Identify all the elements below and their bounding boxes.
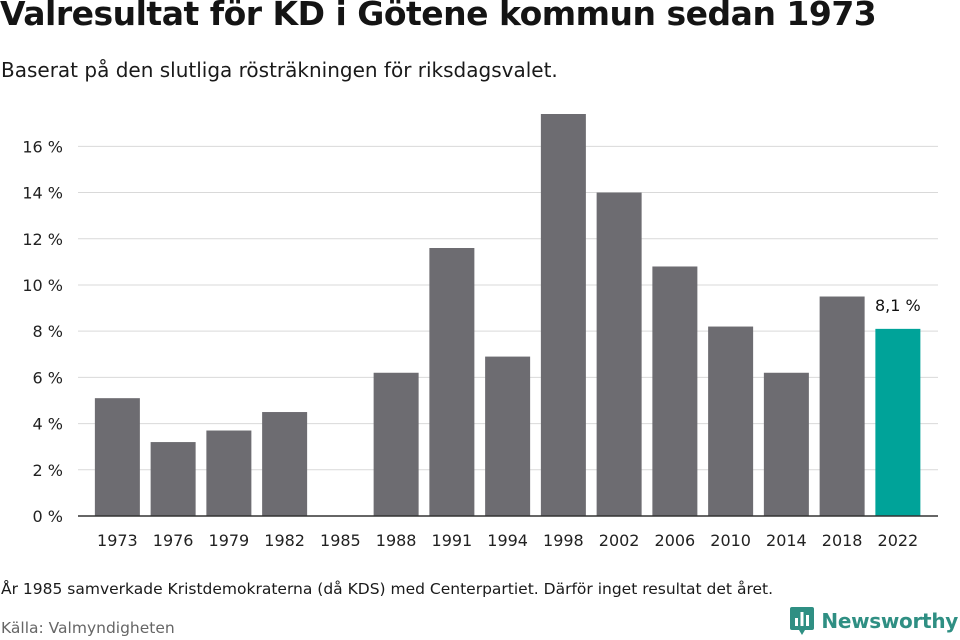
x-tick-label: 1973 xyxy=(97,531,138,550)
x-tick-label: 1994 xyxy=(487,531,528,550)
brand-logo: Newsworthy xyxy=(789,606,958,636)
x-tick-label: 2018 xyxy=(822,531,863,550)
bars xyxy=(94,114,921,516)
y-tick-label: 4 % xyxy=(33,415,63,434)
x-tick-label: 1988 xyxy=(376,531,417,550)
y-tick-label: 0 % xyxy=(33,507,63,526)
bar xyxy=(429,248,475,516)
chart-subtitle: Baserat på den slutliga rösträkningen fö… xyxy=(1,58,558,82)
bar xyxy=(485,356,531,516)
bar-highlight xyxy=(875,328,921,516)
x-tick-label: 2014 xyxy=(766,531,807,550)
y-tick-label: 10 % xyxy=(22,276,63,295)
y-axis-tick-labels: 0 % 2 % 4 % 6 % 8 % 10 % 12 % 14 % 16 % xyxy=(22,137,63,526)
chart-title: Valresultat för KD i Götene kommun sedan… xyxy=(0,0,877,33)
x-tick-label: 1982 xyxy=(264,531,305,550)
y-tick-label: 6 % xyxy=(33,368,63,387)
y-tick-label: 8 % xyxy=(33,322,63,341)
bar xyxy=(94,398,140,516)
bar xyxy=(150,442,196,516)
newsworthy-bar-logo-icon xyxy=(790,607,815,635)
x-tick-label: 2002 xyxy=(599,531,640,550)
brand-name: Newsworthy xyxy=(821,609,958,633)
y-tick-label: 2 % xyxy=(33,461,63,480)
data-label: 8,1 % xyxy=(875,296,921,315)
x-tick-label: 2022 xyxy=(878,531,919,550)
y-tick-label: 14 % xyxy=(22,184,63,203)
bar xyxy=(652,266,698,516)
x-tick-label: 1985 xyxy=(320,531,361,550)
data-annotations: 8,1 % xyxy=(875,296,921,315)
y-tick-label: 16 % xyxy=(22,137,63,156)
bar xyxy=(763,372,809,516)
x-axis-tick-labels: 1973 1976 1979 1982 1985 1988 1991 1994 1998 2002… xyxy=(97,531,918,550)
x-tick-label: 1976 xyxy=(153,531,194,550)
bar xyxy=(373,372,419,516)
bar xyxy=(206,430,252,516)
x-tick-label: 1998 xyxy=(543,531,584,550)
bar xyxy=(708,326,754,516)
x-tick-label: 2006 xyxy=(655,531,696,550)
source-credit: Källa: Valmyndigheten xyxy=(1,619,175,637)
footnote: År 1985 samverkade Kristdemokraterna (då… xyxy=(1,580,774,598)
x-tick-label: 2010 xyxy=(710,531,751,550)
bar xyxy=(819,296,865,516)
bar xyxy=(596,192,642,516)
x-tick-label: 1991 xyxy=(432,531,473,550)
bar xyxy=(262,412,308,516)
bar xyxy=(540,114,586,516)
y-tick-label: 12 % xyxy=(22,230,63,249)
x-tick-label: 1979 xyxy=(209,531,250,550)
